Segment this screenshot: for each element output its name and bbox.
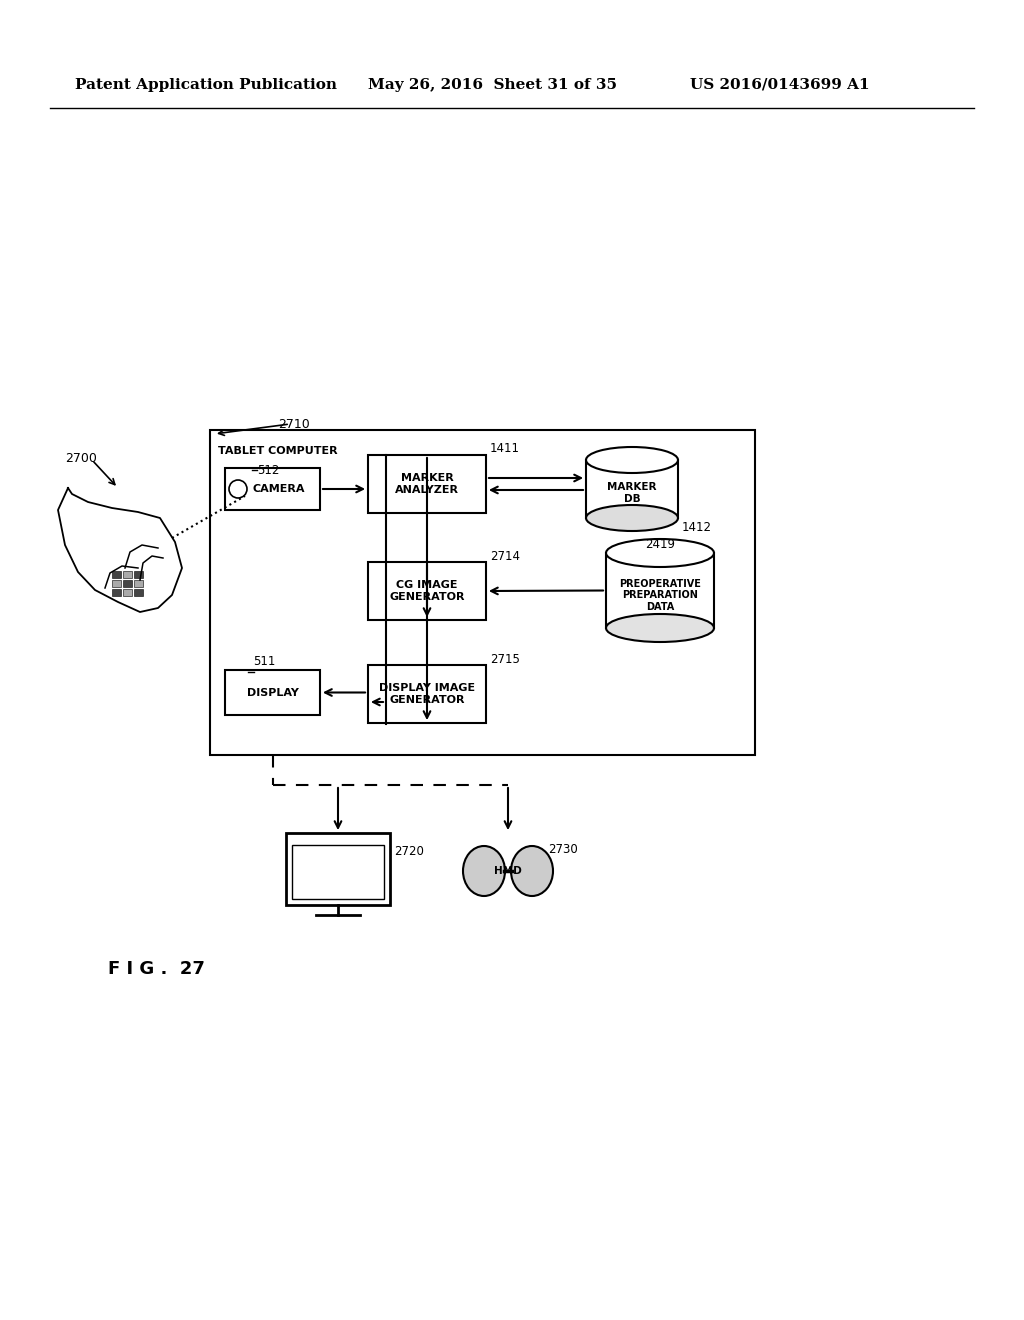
Ellipse shape <box>511 846 553 896</box>
Text: 2715: 2715 <box>490 653 520 667</box>
Text: 2419: 2419 <box>645 539 675 550</box>
Text: 2714: 2714 <box>490 550 520 564</box>
Text: PREOPERATIVE
PREPARATION
DATA: PREOPERATIVE PREPARATION DATA <box>620 579 701 612</box>
Text: MARKER
ANALYZER: MARKER ANALYZER <box>395 473 459 495</box>
Text: 2710: 2710 <box>278 418 309 432</box>
Bar <box>123 572 132 578</box>
Text: 512: 512 <box>257 465 280 477</box>
Ellipse shape <box>606 614 714 642</box>
Text: F I G .  27: F I G . 27 <box>108 960 205 978</box>
Text: HMD: HMD <box>495 866 522 876</box>
Bar <box>112 572 121 578</box>
Bar <box>134 572 143 578</box>
Bar <box>286 833 390 906</box>
Bar <box>368 455 486 513</box>
Text: 2700: 2700 <box>65 451 97 465</box>
Text: TABLET COMPUTER: TABLET COMPUTER <box>218 446 338 455</box>
Bar <box>123 579 132 587</box>
Bar <box>134 579 143 587</box>
Bar <box>225 671 319 715</box>
Text: 2730: 2730 <box>548 843 578 855</box>
Bar <box>112 579 121 587</box>
Bar <box>225 469 319 510</box>
Text: Patent Application Publication: Patent Application Publication <box>75 78 337 92</box>
Text: 2720: 2720 <box>394 845 424 858</box>
Text: 1412: 1412 <box>682 521 712 535</box>
Bar <box>292 845 384 899</box>
Text: DISPLAY IMAGE
GENERATOR: DISPLAY IMAGE GENERATOR <box>379 684 475 705</box>
Bar <box>368 665 486 723</box>
Bar <box>112 589 121 597</box>
Text: CAMERA: CAMERA <box>252 484 305 494</box>
Text: 1411: 1411 <box>490 442 520 455</box>
Bar <box>123 589 132 597</box>
Bar <box>368 562 486 620</box>
Text: US 2016/0143699 A1: US 2016/0143699 A1 <box>690 78 869 92</box>
Text: MARKER
DB: MARKER DB <box>607 482 656 504</box>
Text: CG IMAGE
GENERATOR: CG IMAGE GENERATOR <box>389 581 465 602</box>
Bar <box>210 430 755 755</box>
Ellipse shape <box>463 846 505 896</box>
Text: DISPLAY: DISPLAY <box>247 688 298 697</box>
Ellipse shape <box>586 506 678 531</box>
Text: May 26, 2016  Sheet 31 of 35: May 26, 2016 Sheet 31 of 35 <box>368 78 617 92</box>
Bar <box>134 589 143 597</box>
Text: 511: 511 <box>253 655 275 668</box>
